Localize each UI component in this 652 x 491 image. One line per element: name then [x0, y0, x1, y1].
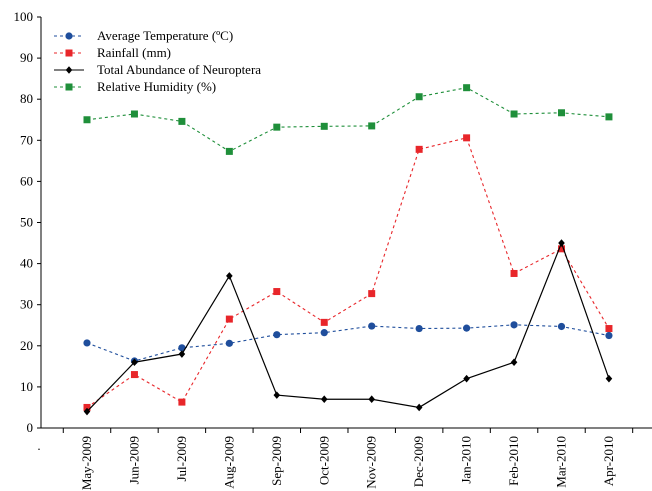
series-line: [86, 324, 610, 362]
y-tick-label: 50: [20, 215, 33, 230]
data-point: [178, 117, 186, 125]
data-point: [463, 134, 471, 142]
data-point: [368, 322, 376, 330]
data-point: [510, 321, 518, 329]
data-point: [368, 395, 375, 404]
data-point: [558, 239, 565, 247]
data-point: [130, 371, 138, 379]
y-tick-label: 90: [20, 50, 33, 65]
data-point: [131, 358, 138, 367]
data-point: [273, 391, 281, 399]
series-line: [86, 87, 609, 153]
data-point: [320, 318, 328, 326]
y-tick-label: 0: [27, 420, 34, 435]
data-point: [178, 350, 186, 358]
legend-marker: [65, 66, 73, 74]
data-point: [225, 339, 233, 347]
legend-marker: [65, 32, 73, 40]
data-point: [558, 245, 565, 253]
x-tick-label: May-2009: [79, 436, 94, 490]
series-3: [83, 84, 613, 155]
data-point: [178, 344, 186, 352]
legend-label: Total Abundance of Neuroptera: [97, 62, 261, 77]
legend-label: Average Temperature (ºC): [97, 28, 233, 43]
legend-item: Total Abundance of Neuroptera: [54, 62, 261, 77]
legend-item: Relative Humidity (%): [54, 79, 216, 94]
data-point: [605, 331, 613, 340]
x-tick-label: Feb-2010: [506, 436, 521, 486]
series-2: [83, 239, 613, 416]
data-point: [415, 93, 423, 101]
data-point: [463, 324, 471, 332]
data-point: [320, 329, 328, 337]
y-tick-label: 20: [20, 338, 33, 353]
data-point: [83, 403, 91, 411]
data-point: [510, 110, 518, 118]
x-tick-label: Jun-2009: [126, 436, 141, 484]
legend-label: Rainfall (mm): [97, 45, 171, 60]
legend-item: Average Temperature (ºC): [54, 28, 233, 43]
data-point: [226, 272, 233, 280]
series-0: [83, 321, 613, 365]
data-point: [368, 122, 376, 130]
data-point: [130, 110, 138, 118]
y-tick-label: 10: [20, 379, 33, 394]
data-point: [320, 122, 328, 130]
series-layer: [83, 84, 613, 416]
x-extra-tick-label: .: [37, 438, 40, 453]
axes: 0 10 20 30 40 50 60 70 80 90 100. May-2009 Jun-2009 J…: [14, 9, 652, 490]
data-point: [320, 395, 328, 404]
data-point: [83, 116, 91, 124]
data-point: [273, 331, 281, 339]
y-tick-label: 80: [20, 91, 33, 106]
x-tick-label: Aug-2009: [221, 436, 236, 489]
data-point: [415, 145, 423, 153]
data-point: [273, 123, 281, 131]
x-tick-label: Oct-2009: [316, 436, 331, 485]
data-point: [83, 407, 91, 416]
y-tick-label: 30: [20, 297, 33, 312]
data-point: [558, 109, 565, 117]
series-1: [83, 134, 613, 411]
legend-marker: [65, 83, 73, 91]
data-point: [368, 290, 376, 298]
y-tick-label: 60: [20, 173, 33, 188]
legend-label: Relative Humidity (%): [97, 79, 216, 94]
data-point: [605, 113, 613, 121]
data-point: [557, 322, 566, 331]
data-point: [273, 288, 281, 296]
data-point: [510, 269, 518, 277]
x-tick-label: Sep-2009: [269, 436, 284, 486]
series-line: [86, 137, 610, 408]
data-point: [463, 374, 470, 383]
data-point: [225, 315, 233, 323]
x-tick-label: Mar-2010: [554, 436, 569, 488]
legend-item: Rainfall (mm): [54, 45, 171, 60]
y-tick-label: 100: [14, 9, 34, 24]
legend-marker: [65, 49, 73, 57]
x-tick-label: Dec-2009: [411, 436, 426, 487]
data-point: [225, 147, 233, 155]
data-point: [463, 84, 471, 92]
x-tick-label: Nov-2009: [364, 436, 379, 489]
x-tick-label: Apr-2010: [601, 436, 616, 486]
data-point: [178, 398, 186, 406]
x-tick-label: Jul-2009: [174, 436, 189, 482]
data-point: [415, 403, 423, 412]
data-point: [510, 358, 518, 367]
data-point: [605, 374, 613, 383]
x-tick-label: Jan-2010: [459, 436, 474, 484]
data-point: [83, 339, 91, 347]
legend: Average Temperature (ºC) Rainfall (mm) Tot…: [54, 28, 261, 94]
data-point: [605, 325, 613, 333]
y-tick-label: 70: [20, 132, 33, 147]
y-tick-label: 40: [20, 256, 33, 271]
series-line: [86, 241, 610, 412]
data-point: [415, 324, 423, 333]
